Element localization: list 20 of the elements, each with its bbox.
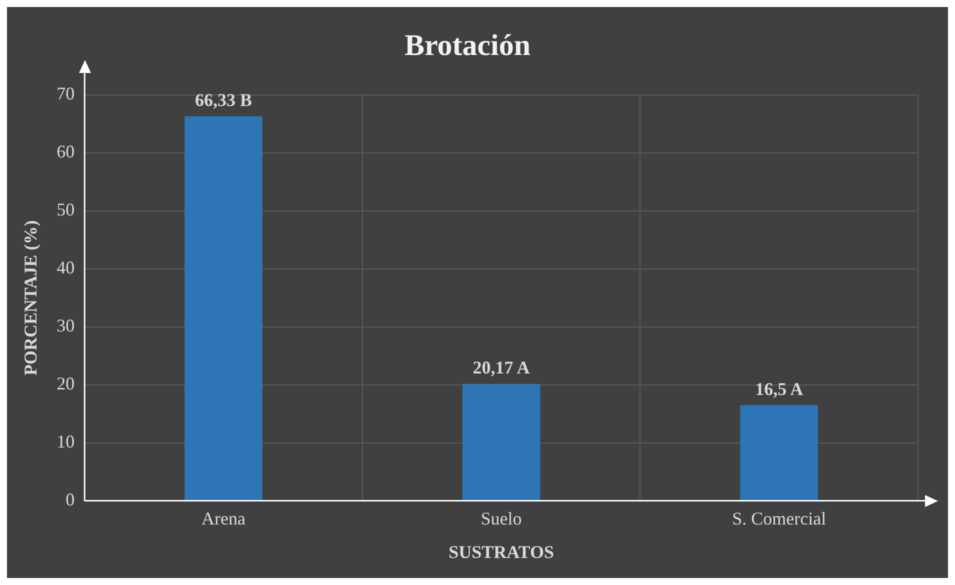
y-tick-label: 70	[56, 84, 75, 104]
y-tick-label: 50	[56, 200, 75, 220]
data-label: 20,17 A	[472, 358, 530, 378]
data-label: 66,33 B	[194, 90, 252, 110]
y-tick-label: 60	[56, 142, 75, 162]
x-axis-title: SUSTRATOS	[448, 542, 554, 562]
y-tick-label: 30	[56, 316, 75, 336]
data-label: 16,5 A	[755, 378, 804, 399]
x-tick-label: S. Comercial	[732, 508, 826, 528]
x-tick-label: Suelo	[480, 508, 522, 528]
bar	[462, 384, 540, 500]
y-tick-label: 40	[56, 258, 75, 278]
x-tick-label: Arena	[202, 508, 246, 528]
y-tick-label: 0	[66, 490, 75, 510]
bar	[740, 405, 818, 500]
y-axis-title: PORCENTAJE (%)	[20, 220, 40, 376]
bar	[184, 116, 262, 500]
chart-title: Brotación	[404, 28, 531, 62]
y-tick-label: 20	[56, 374, 75, 394]
y-tick-label: 10	[56, 432, 75, 452]
